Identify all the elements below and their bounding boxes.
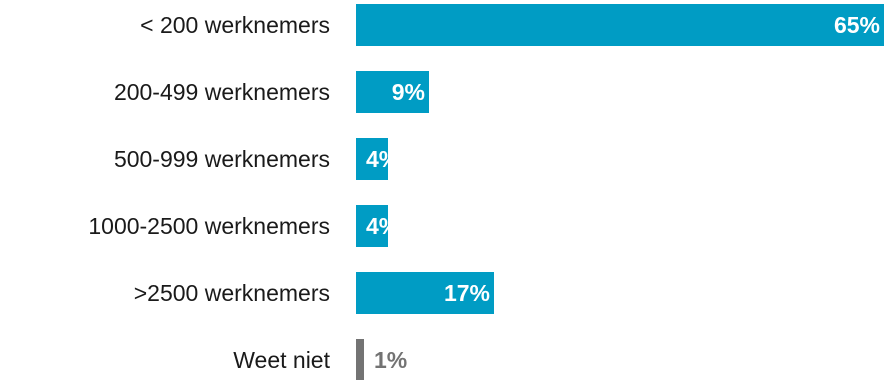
value-label: 65% (834, 12, 880, 38)
category-label: 200-499 werknemers (114, 79, 330, 105)
value-label: 9% (392, 79, 425, 105)
bars-group: < 200 werknemers 65% 200-499 werknemers 9% 5… (88, 4, 884, 380)
bar (356, 339, 364, 380)
bar (356, 205, 388, 247)
bar (356, 272, 494, 314)
category-label: 1000-2500 werknemers (88, 213, 330, 239)
category-label: < 200 werknemers (140, 12, 330, 38)
category-label: Weet niet (233, 347, 330, 373)
category-label: 500-999 werknemers (114, 146, 330, 172)
bar (356, 138, 388, 180)
value-label: 17% (444, 280, 490, 306)
value-label: 4% (366, 146, 399, 172)
bar (356, 71, 429, 113)
bar (356, 4, 884, 46)
category-label: >2500 werknemers (134, 280, 330, 306)
value-label: 4% (366, 213, 399, 239)
value-label: 1% (374, 347, 407, 373)
